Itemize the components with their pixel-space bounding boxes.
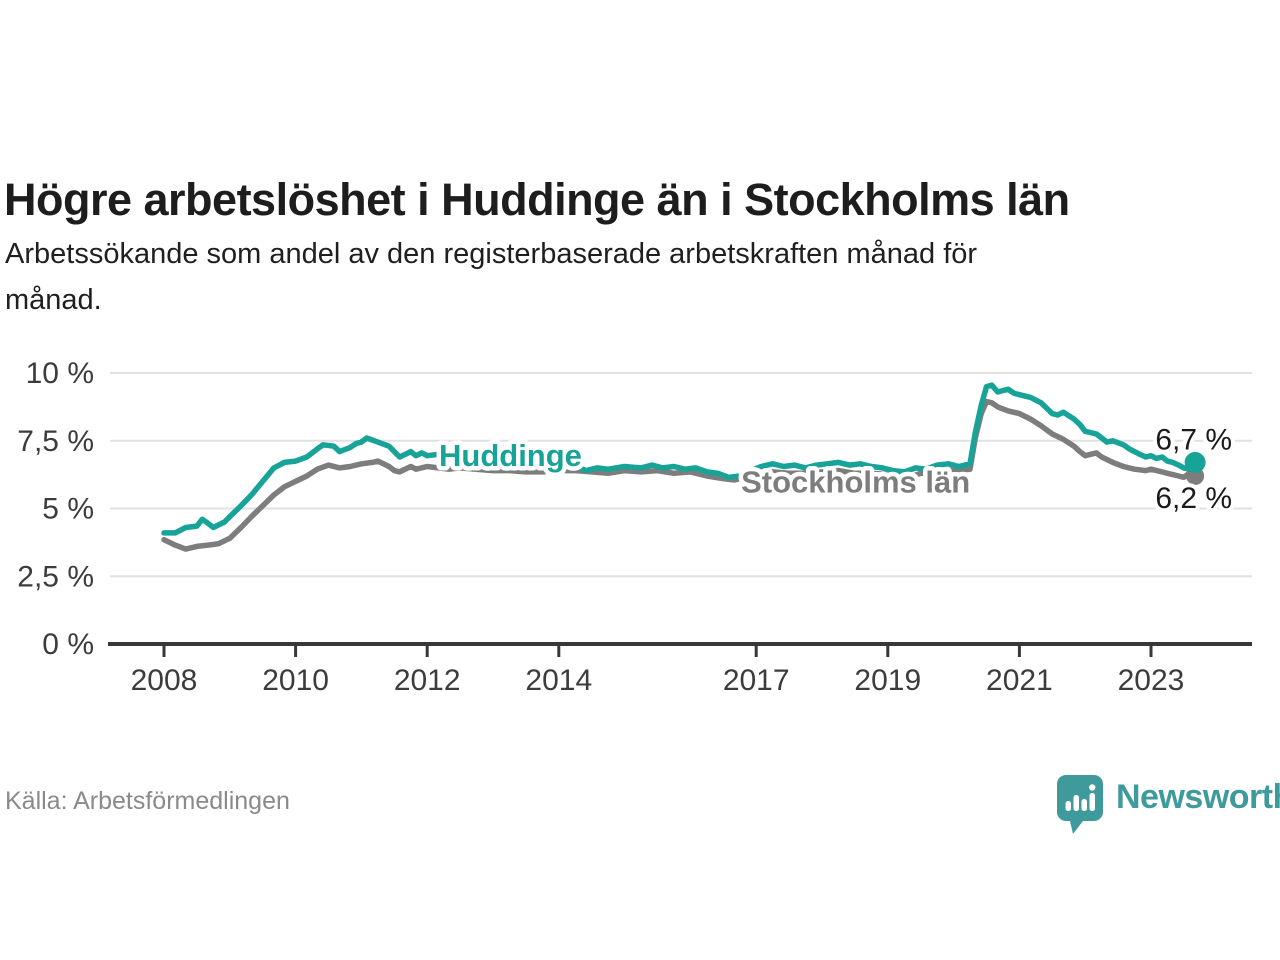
x-tick-label: 2021 [986,664,1053,697]
logo-exclamation-dot [1089,784,1096,791]
y-tick-label: 10 % [26,357,94,390]
series-label-huddinge: Huddinge [439,438,582,473]
x-tick-label: 2019 [854,664,921,697]
logo-bar-medium [1081,799,1087,811]
x-tick-label: 2012 [394,664,461,697]
x-tick-label: 2023 [1118,664,1185,697]
x-tick-label: 2014 [525,664,592,697]
series-end-value-stockholms-l-n: 6,2 % [1155,482,1232,515]
series-end-dot-huddinge [1184,451,1206,473]
series-end-value-huddinge: 6,7 % [1155,423,1232,456]
chart-subtitle-line1: Arbetssökande som andel av den registerb… [5,238,978,270]
source-note: Källa: Arbetsförmedlingen [5,787,290,815]
y-tick-label: 5 % [42,493,94,526]
series-line-stockholms-l-n [161,398,1198,552]
newsworthy-logo-icon [1057,775,1103,834]
logo-bar-small [1065,801,1071,811]
chart-subtitle-line2: månad. [5,284,102,316]
unemployment-line-chart: 0 % 2,5 % 5 % 7,5 % 10 % 2008 2010 2012 2014 2017… [17,357,1252,697]
y-tick-label: 7,5 % [17,425,94,458]
y-tick-label: 0 % [42,628,94,661]
series-label-stockholms-l-n: Stockholms län [741,464,970,499]
x-tick-label: 2010 [262,664,329,697]
series-line-huddinge [161,382,1198,536]
x-tick-label: 2008 [131,664,198,697]
logo-exclamation-bar [1089,793,1095,811]
logo-bar-tall [1073,795,1079,811]
y-tick-label: 2,5 % [17,560,94,593]
logo-speech-bubble [1057,775,1103,834]
x-tick-label: 2017 [723,664,790,697]
brand-name: Newsworthy [1116,778,1280,816]
chart-title: Högre arbetslöshet i Huddinge än i Stock… [4,174,1070,226]
chart-subtitle: Arbetssökande som andel av den registerb… [5,231,1225,323]
